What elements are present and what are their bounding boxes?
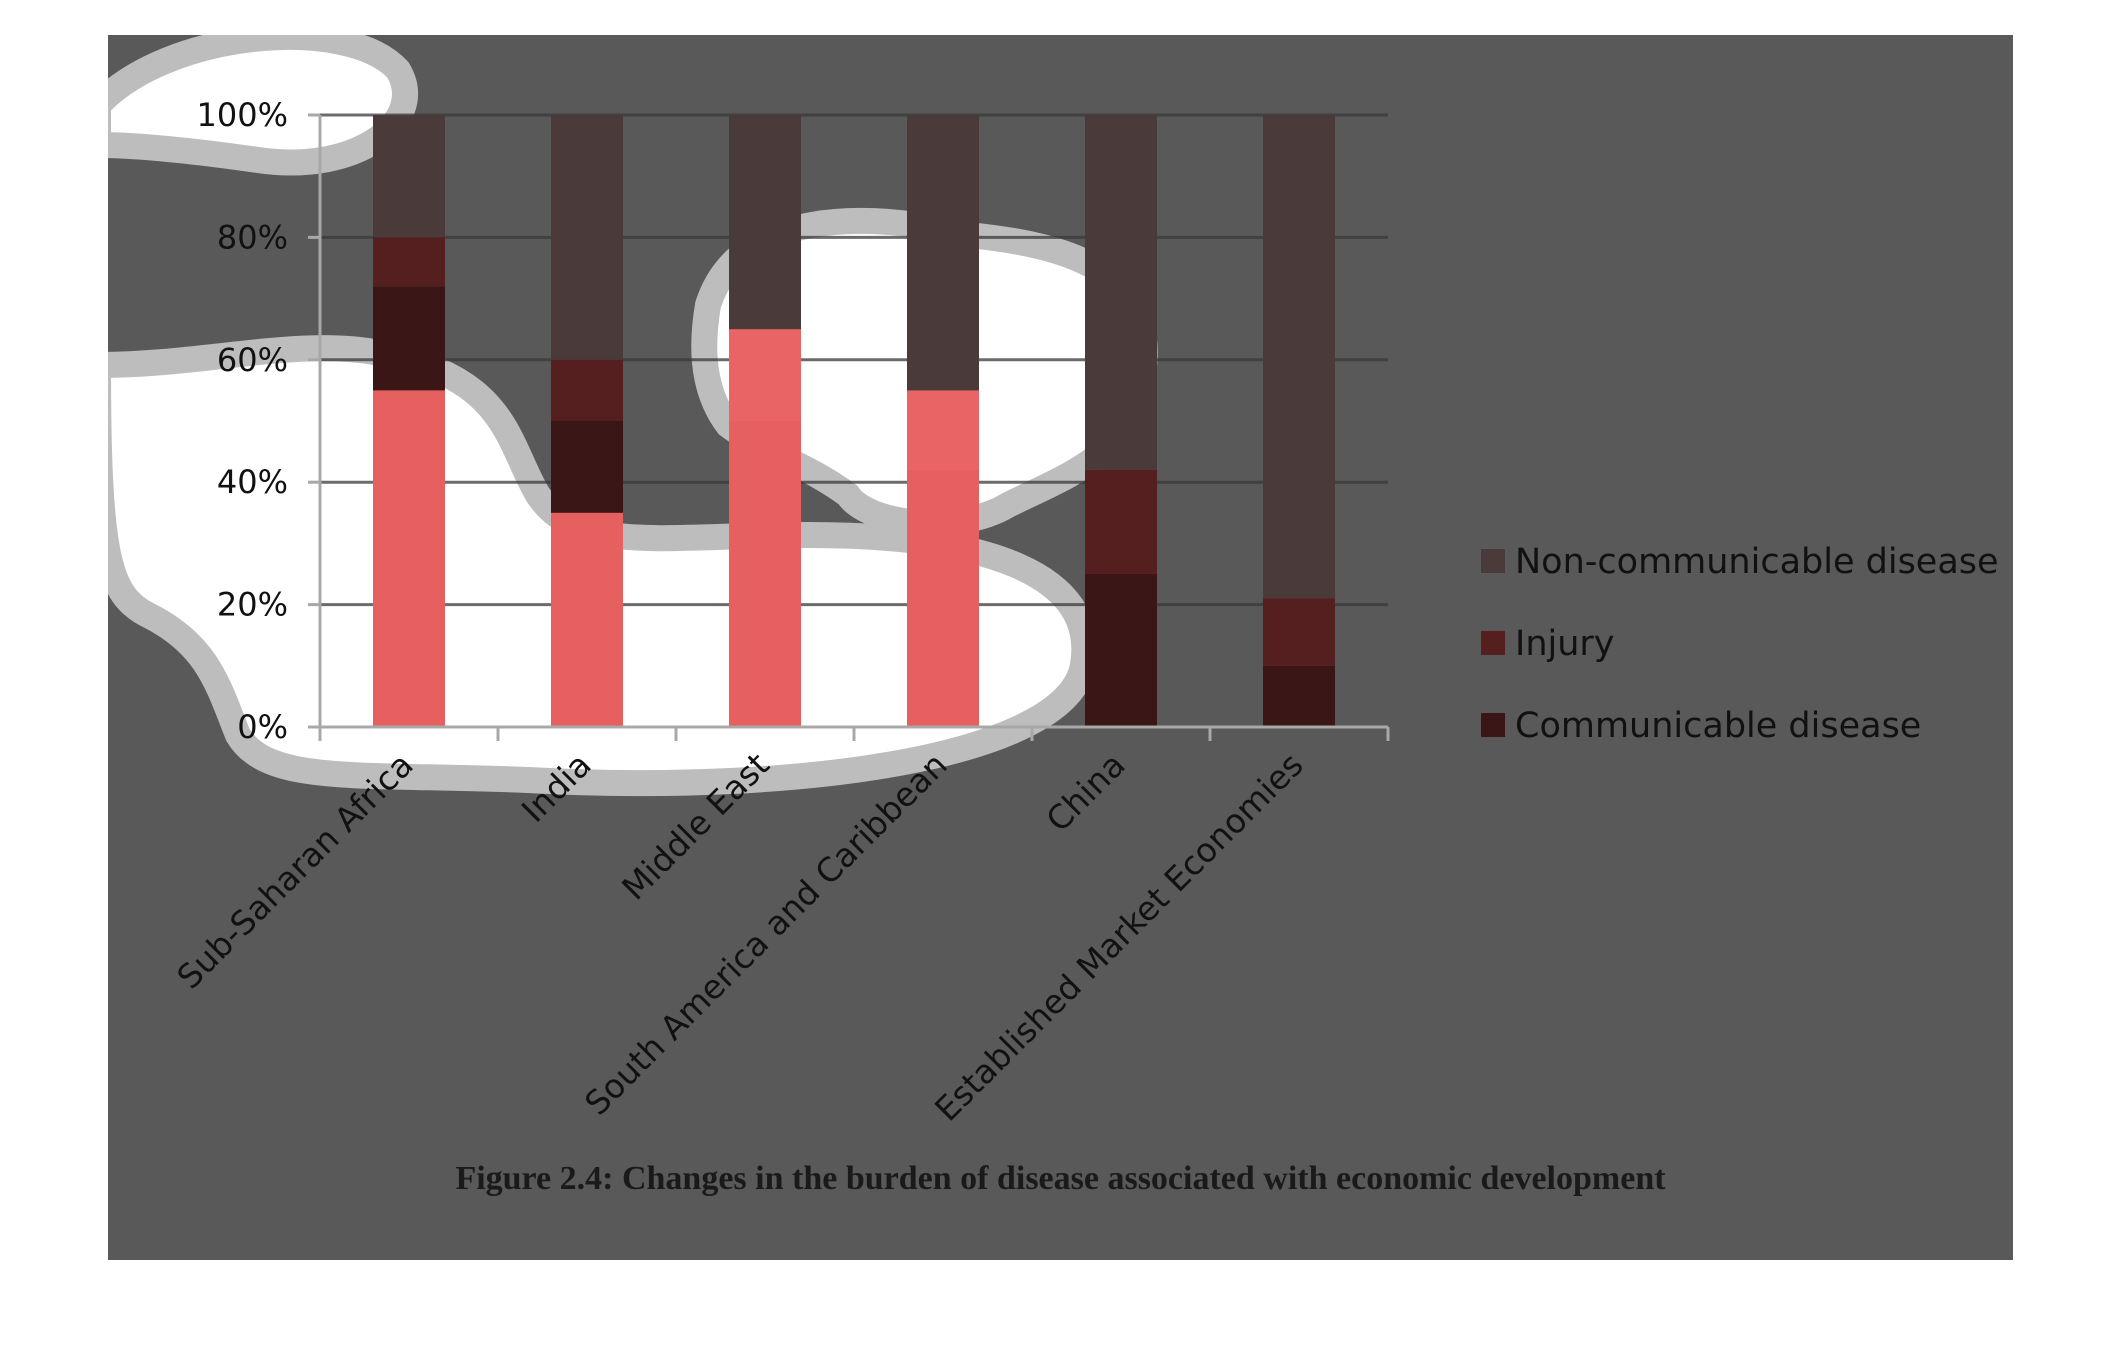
bar-injury-6 [1263, 598, 1335, 666]
bar-injury-2 [551, 359, 623, 421]
legend-swatch [1481, 549, 1505, 573]
highlight-blob-overlay [108, 35, 1158, 797]
y-tick-label: 100% [197, 96, 288, 134]
stacked-bar-chart: 0% 20% 40% 60% 80% 100% Sub-Saharan Africa Ind… [108, 35, 1999, 1129]
chart-figure: 0% 20% 40% 60% 80% 100% Sub-Saharan Africa Ind… [108, 35, 2013, 1260]
highlight-bars [373, 329, 979, 727]
y-tick-label: 40% [217, 463, 288, 501]
bar-communicable-disease-6 [1263, 665, 1335, 727]
legend-label: Injury [1515, 624, 1615, 664]
bar-communicable-disease-5 [1085, 574, 1157, 727]
y-tick-label: 0% [237, 708, 288, 746]
figure-caption: Figure 2.4: Changes in the burden of dis… [455, 1160, 1666, 1197]
bar-non-communicable-disease-1 [373, 115, 445, 238]
bar-non-communicable-disease-6 [1263, 115, 1335, 599]
highlight-bar-4 [907, 390, 979, 727]
y-tick-label: 80% [217, 218, 288, 256]
x-tick-labels: Sub-Saharan Africa India Middle EastSouth … [169, 745, 1310, 1129]
legend: Non-communicable disease Injury Communicab… [1481, 542, 1999, 746]
category-label: Established Market Economies [927, 745, 1311, 1129]
bar-non-communicable-disease-5 [1085, 115, 1157, 470]
axes [308, 113, 1390, 741]
y-tick-labels: 0% 20% 40% 60% 80% 100% [197, 96, 288, 746]
bar-non-communicable-disease-2 [551, 115, 623, 360]
highlight-bar-1 [373, 390, 445, 727]
legend-label: Non-communicable disease [1515, 542, 1999, 582]
bar-injury-1 [373, 237, 445, 287]
legend-label: Communicable disease [1515, 706, 1921, 746]
category-label: Sub-Saharan Africa [169, 745, 420, 996]
category-label: South America and Caribbean [577, 745, 955, 1123]
highlight-bar-2 [551, 512, 623, 727]
highlight-bar-3 [729, 329, 801, 727]
category-label: China [1038, 745, 1132, 839]
legend-swatch [1481, 713, 1505, 737]
bar-injury-5 [1085, 469, 1157, 574]
y-tick-label: 60% [217, 341, 288, 379]
y-tick-label: 20% [217, 586, 288, 624]
legend-swatch [1481, 631, 1505, 655]
